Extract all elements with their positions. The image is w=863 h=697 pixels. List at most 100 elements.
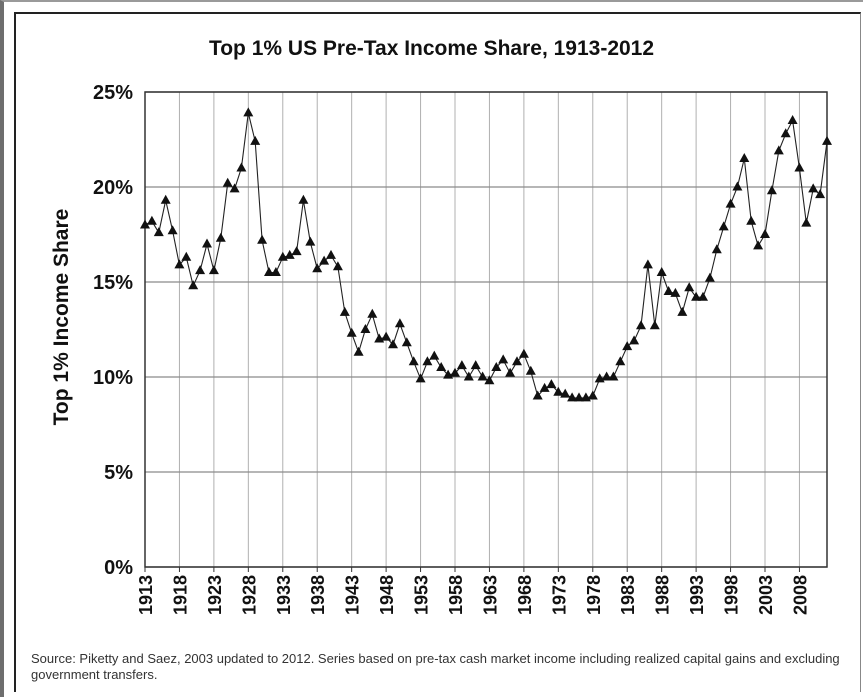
x-tick-label: 1993 — [687, 575, 707, 615]
plot-area — [145, 92, 827, 567]
data-point-marker — [560, 388, 571, 398]
data-point-marker — [319, 255, 330, 265]
data-point-marker — [284, 249, 295, 259]
data-point-marker — [463, 371, 474, 381]
data-point-marker — [794, 162, 805, 172]
y-tick-label: 5% — [104, 462, 133, 484]
x-tick-label: 1983 — [618, 575, 638, 615]
data-point-marker — [753, 240, 764, 250]
plot-border — [144, 91, 828, 568]
x-tick-label: 1928 — [239, 575, 259, 615]
data-point-marker — [415, 373, 426, 383]
data-point-marker — [505, 367, 516, 377]
data-point-marker — [381, 331, 392, 341]
x-tick-label: 1978 — [584, 575, 604, 615]
data-point-marker — [525, 365, 536, 375]
x-tick-label: 1988 — [653, 575, 673, 615]
x-tick-label: 1963 — [480, 575, 500, 615]
data-point-marker — [181, 251, 192, 261]
x-tick-label: 1998 — [722, 575, 742, 615]
data-point-marker — [808, 183, 819, 193]
data-point-marker — [394, 318, 405, 328]
data-point-marker — [622, 341, 633, 351]
data-point-marker — [188, 280, 199, 290]
data-point-marker — [677, 306, 688, 316]
x-tick-label: 1953 — [412, 575, 432, 615]
data-point-marker — [725, 198, 736, 208]
data-point-marker — [470, 360, 481, 370]
data-point-marker — [477, 371, 488, 381]
chart-title: Top 1% US Pre-Tax Income Share, 1913-201… — [208, 37, 655, 60]
data-point-marker — [353, 346, 364, 356]
data-point-marker — [367, 308, 378, 318]
data-point-marker — [229, 183, 240, 193]
data-point-marker — [801, 217, 812, 227]
data-point-marker — [264, 267, 274, 276]
data-point-marker — [388, 339, 398, 349]
x-tick-label: 1913 — [136, 575, 156, 615]
x-tick-label: 1968 — [515, 575, 535, 615]
x-tick-label: 1938 — [308, 575, 328, 615]
x-tick-label: 2008 — [790, 575, 810, 615]
x-tick-label: 1943 — [343, 575, 363, 615]
data-point-marker — [766, 185, 777, 195]
y-tick-label: 15% — [93, 272, 133, 294]
x-tick-label: 1958 — [446, 575, 466, 615]
data-point-marker — [401, 337, 412, 347]
data-point-marker — [746, 215, 757, 225]
data-point-marker — [222, 177, 233, 187]
data-point-marker — [629, 335, 640, 345]
data-point-marker — [422, 356, 433, 366]
data-point-marker — [780, 128, 791, 138]
data-point-marker — [174, 259, 185, 269]
data-point-marker — [574, 392, 584, 402]
x-tick-label: 2003 — [756, 575, 776, 615]
data-point-marker — [436, 362, 447, 371]
data-point-marker — [711, 244, 722, 254]
data-point-marker — [512, 356, 522, 366]
data-point-marker — [532, 390, 543, 400]
data-point-marker — [167, 225, 178, 235]
data-point-marker — [332, 261, 343, 271]
data-point-marker — [787, 115, 798, 124]
data-point-marker — [498, 354, 509, 364]
data-point-marker — [663, 286, 674, 295]
data-point-marker — [250, 135, 261, 145]
data-point-marker — [636, 320, 646, 330]
data-point-marker — [739, 153, 750, 162]
data-point-marker — [146, 215, 157, 225]
data-point-marker — [208, 265, 219, 275]
data-point-marker — [215, 232, 226, 242]
data-point-marker — [670, 287, 681, 297]
data-point-marker — [546, 379, 557, 389]
data-point-marker — [656, 267, 667, 276]
data-point-marker — [312, 263, 323, 273]
data-point-marker — [298, 194, 309, 204]
data-point-marker — [760, 229, 770, 238]
data-point-marker — [698, 291, 708, 301]
x-tick-label: 1918 — [170, 575, 190, 615]
data-point-marker — [450, 367, 460, 377]
data-point-marker — [822, 135, 832, 145]
data-point-marker — [718, 221, 729, 231]
x-tick-label: 1948 — [377, 575, 397, 615]
data-point-marker — [257, 234, 268, 244]
data-point-marker — [649, 320, 660, 330]
data-point-marker — [195, 265, 206, 275]
data-point-marker — [732, 181, 743, 191]
y-tick-label: 10% — [93, 367, 133, 389]
data-point-marker — [305, 236, 316, 246]
data-point-marker — [587, 390, 598, 400]
data-point-marker — [615, 356, 626, 366]
data-point-marker — [429, 350, 440, 360]
data-point-marker — [360, 324, 371, 333]
x-tick-label: 1973 — [549, 575, 569, 615]
data-point-marker — [236, 162, 247, 172]
data-point-marker — [346, 327, 357, 337]
data-point-marker — [491, 362, 502, 371]
source-note: Source: Piketty and Saez, 2003 updated t… — [31, 651, 840, 682]
data-point-marker — [642, 259, 653, 269]
data-point-marker — [456, 360, 467, 370]
data-point-marker — [684, 282, 695, 292]
y-tick-label: 0% — [104, 557, 133, 579]
